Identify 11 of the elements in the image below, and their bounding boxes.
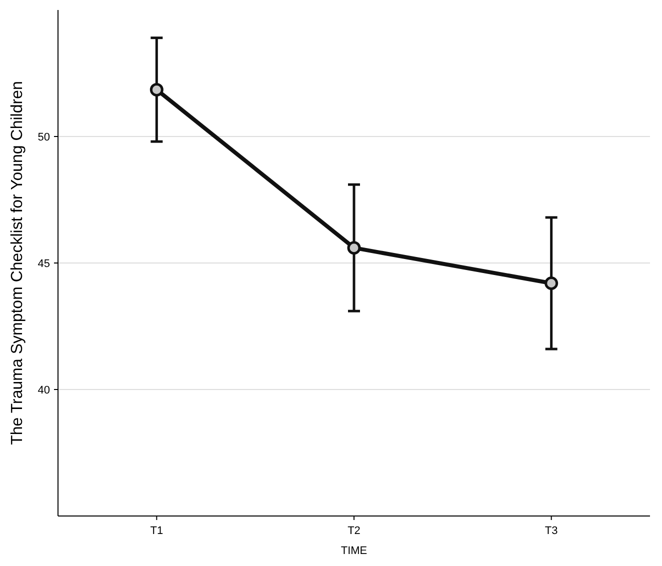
point	[150, 82, 164, 96]
y-tick-label: 40	[38, 384, 50, 396]
x-axis-title: TIME	[340, 545, 368, 557]
point	[347, 241, 361, 255]
x-tick-label: T2	[348, 525, 360, 537]
y-axis-title: The Trauma Symptom Checklist for Young Children	[9, 81, 26, 445]
point	[544, 276, 558, 290]
x-tick-label: T1	[150, 525, 164, 537]
y-tick-label: 45	[38, 258, 50, 270]
x-tick-label: T3	[544, 525, 558, 537]
y-tick-label: 50	[38, 131, 50, 144]
